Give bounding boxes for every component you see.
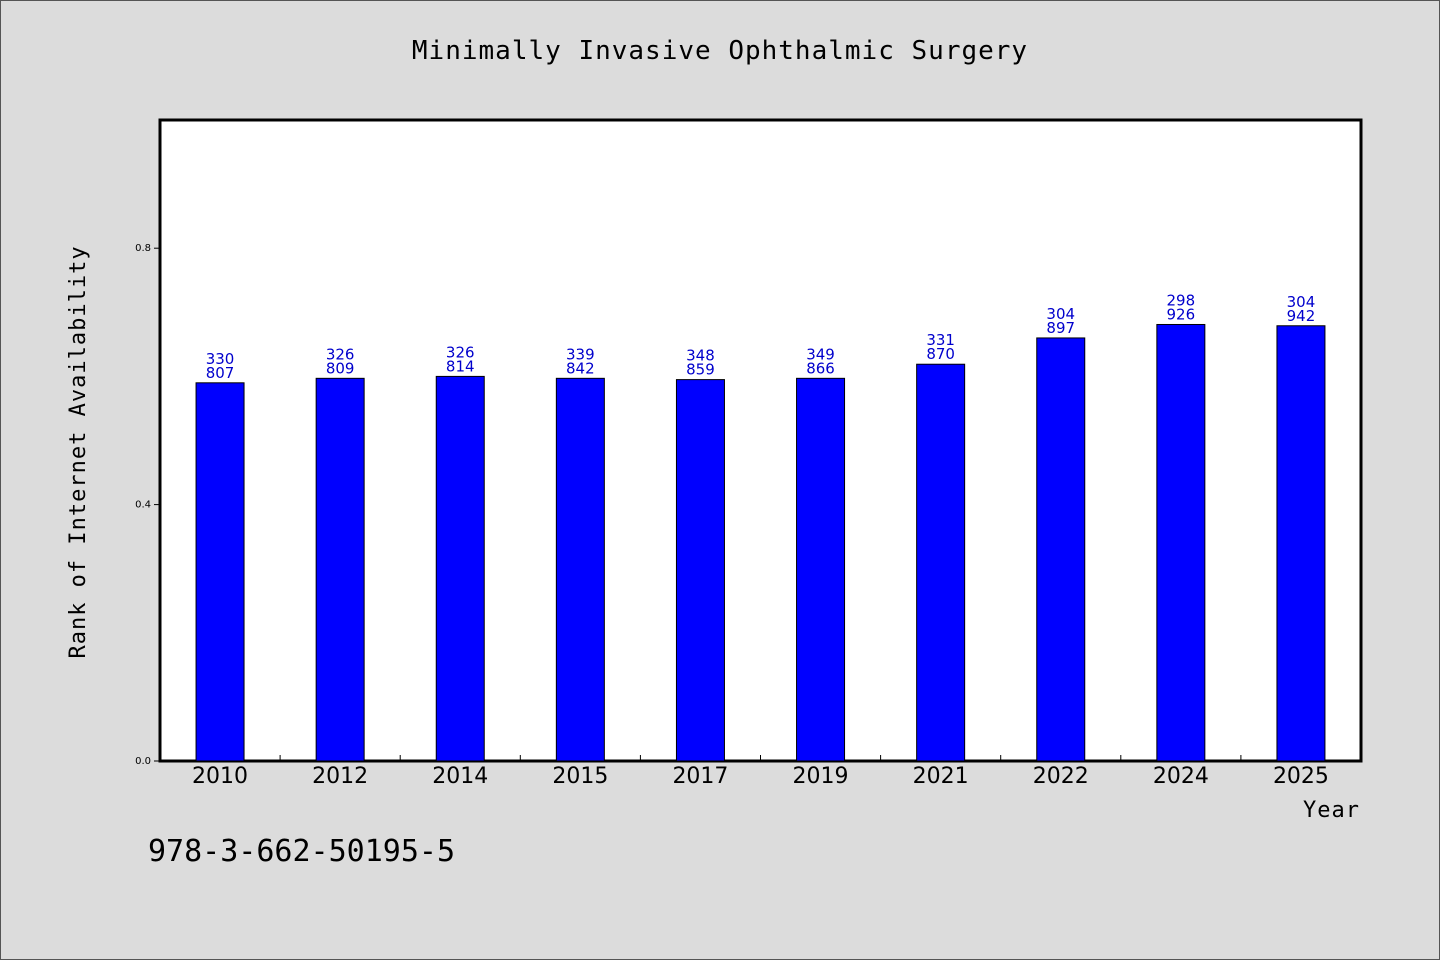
- bar-data-label: 331: [926, 331, 955, 349]
- bar-data-label: 339: [566, 345, 595, 363]
- y-tick-label: 0.8: [135, 243, 151, 254]
- bar: [916, 363, 966, 762]
- bar-data-label: 866: [806, 359, 835, 377]
- bar-data-label: 897: [1046, 319, 1075, 337]
- isbn-text: 978-3-662-50195-5: [148, 834, 456, 869]
- bar-data-label: 326: [326, 345, 355, 363]
- bar: [555, 377, 605, 762]
- x-tick-label: 2019: [793, 764, 849, 789]
- x-tick-label: 2010: [192, 764, 248, 789]
- bar: [796, 377, 846, 762]
- x-tick-label: 2012: [312, 764, 368, 789]
- bar-data-label: 859: [686, 361, 715, 379]
- bar-data-label: 926: [1167, 305, 1196, 323]
- x-axis: 2010 2012 2014 2015 2017 2019 2021 2022 2024 2025: [192, 755, 1329, 789]
- x-tick-label: 2024: [1153, 764, 1209, 789]
- bar-data-label: 807: [206, 364, 235, 382]
- bar-data-label: 298: [1167, 291, 1196, 309]
- y-axis: 0.0 0.4 0.8: [135, 243, 160, 767]
- bar: [1156, 323, 1206, 762]
- y-tick-label: 0.4: [135, 500, 151, 511]
- bar-data-label: 814: [446, 357, 475, 375]
- bar: [195, 382, 245, 762]
- bar-data-label: 349: [806, 345, 835, 363]
- x-tick-label: 2025: [1273, 764, 1329, 789]
- y-tick-label: 0.0: [135, 756, 151, 767]
- bar: [1036, 337, 1086, 762]
- chart-title: Minimally Invasive Ophthalmic Surgery: [411, 36, 1029, 66]
- bar: [675, 379, 725, 762]
- bar-data-label: 330: [206, 350, 235, 368]
- x-tick-label: 2021: [913, 764, 969, 789]
- x-axis-title: Year: [1303, 798, 1360, 823]
- bar: [1276, 325, 1326, 762]
- x-tick-label: 2014: [432, 764, 488, 789]
- bar-data-label: 348: [686, 347, 715, 365]
- bar-data-label: 304: [1046, 305, 1075, 323]
- x-tick-label: 2015: [552, 764, 608, 789]
- bar-data-label: 942: [1287, 307, 1316, 325]
- bar-data-label: 304: [1287, 293, 1316, 311]
- bar-labels: 3308073268093268143398423488593498663318…: [206, 291, 1316, 381]
- y-axis-title: Rank of Internet Availability: [66, 245, 91, 658]
- bar: [315, 377, 365, 762]
- bar-data-label: 870: [926, 345, 955, 363]
- bar-data-label: 842: [566, 359, 595, 377]
- bar-data-label: 326: [446, 343, 475, 361]
- x-tick-label: 2017: [672, 764, 728, 789]
- bar: [435, 375, 485, 762]
- bar-data-label: 809: [326, 359, 355, 377]
- x-tick-label: 2022: [1033, 764, 1089, 789]
- bars: [195, 323, 1326, 762]
